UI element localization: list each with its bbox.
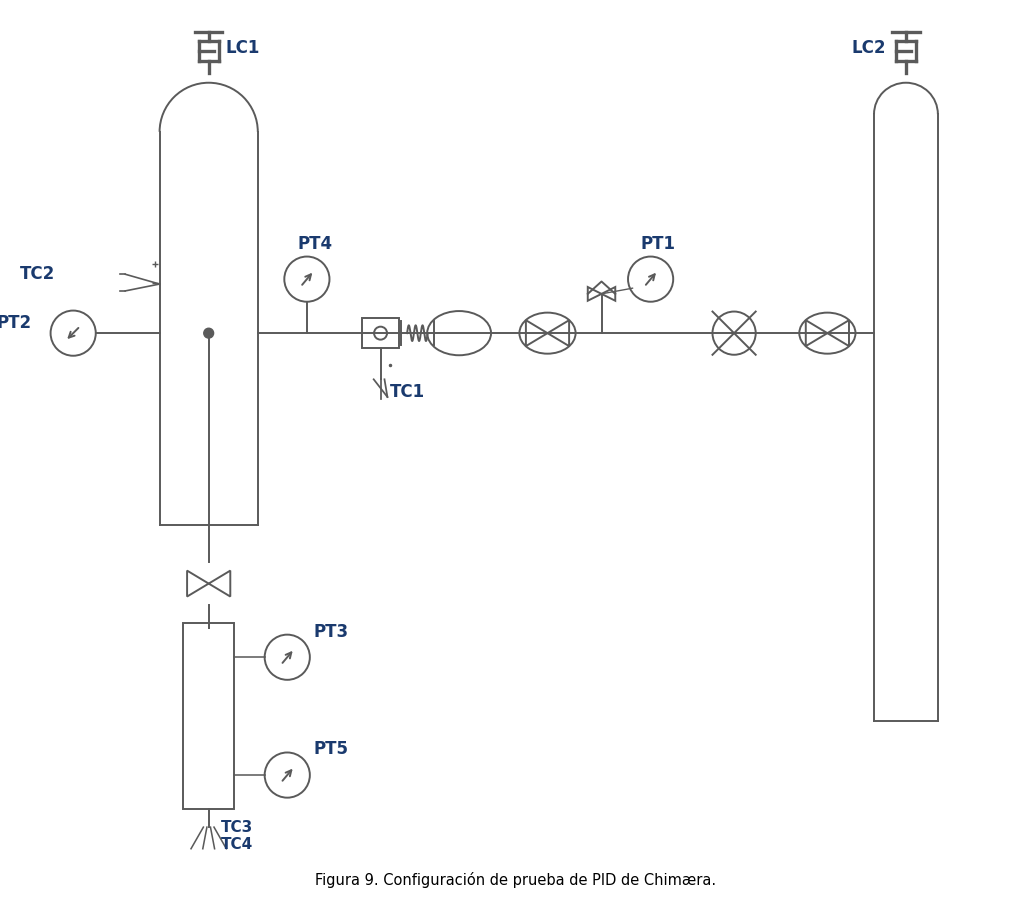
Circle shape <box>204 328 214 338</box>
Text: Figura 9. Configuración de prueba de PID de Chimæra.: Figura 9. Configuración de prueba de PID… <box>314 872 716 888</box>
Text: PT1: PT1 <box>641 235 676 253</box>
Text: PT5: PT5 <box>313 741 349 759</box>
Bar <box>361 318 399 348</box>
Bar <box>183 623 234 809</box>
Text: PT3: PT3 <box>313 622 349 640</box>
Text: LC2: LC2 <box>852 40 887 58</box>
Text: TC2: TC2 <box>20 265 55 283</box>
Text: TC1: TC1 <box>390 383 426 401</box>
Text: TC4: TC4 <box>220 837 253 851</box>
Text: PT2: PT2 <box>0 314 32 332</box>
Text: TC3: TC3 <box>220 820 253 835</box>
Text: PT4: PT4 <box>297 235 332 253</box>
Text: LC1: LC1 <box>225 40 260 58</box>
